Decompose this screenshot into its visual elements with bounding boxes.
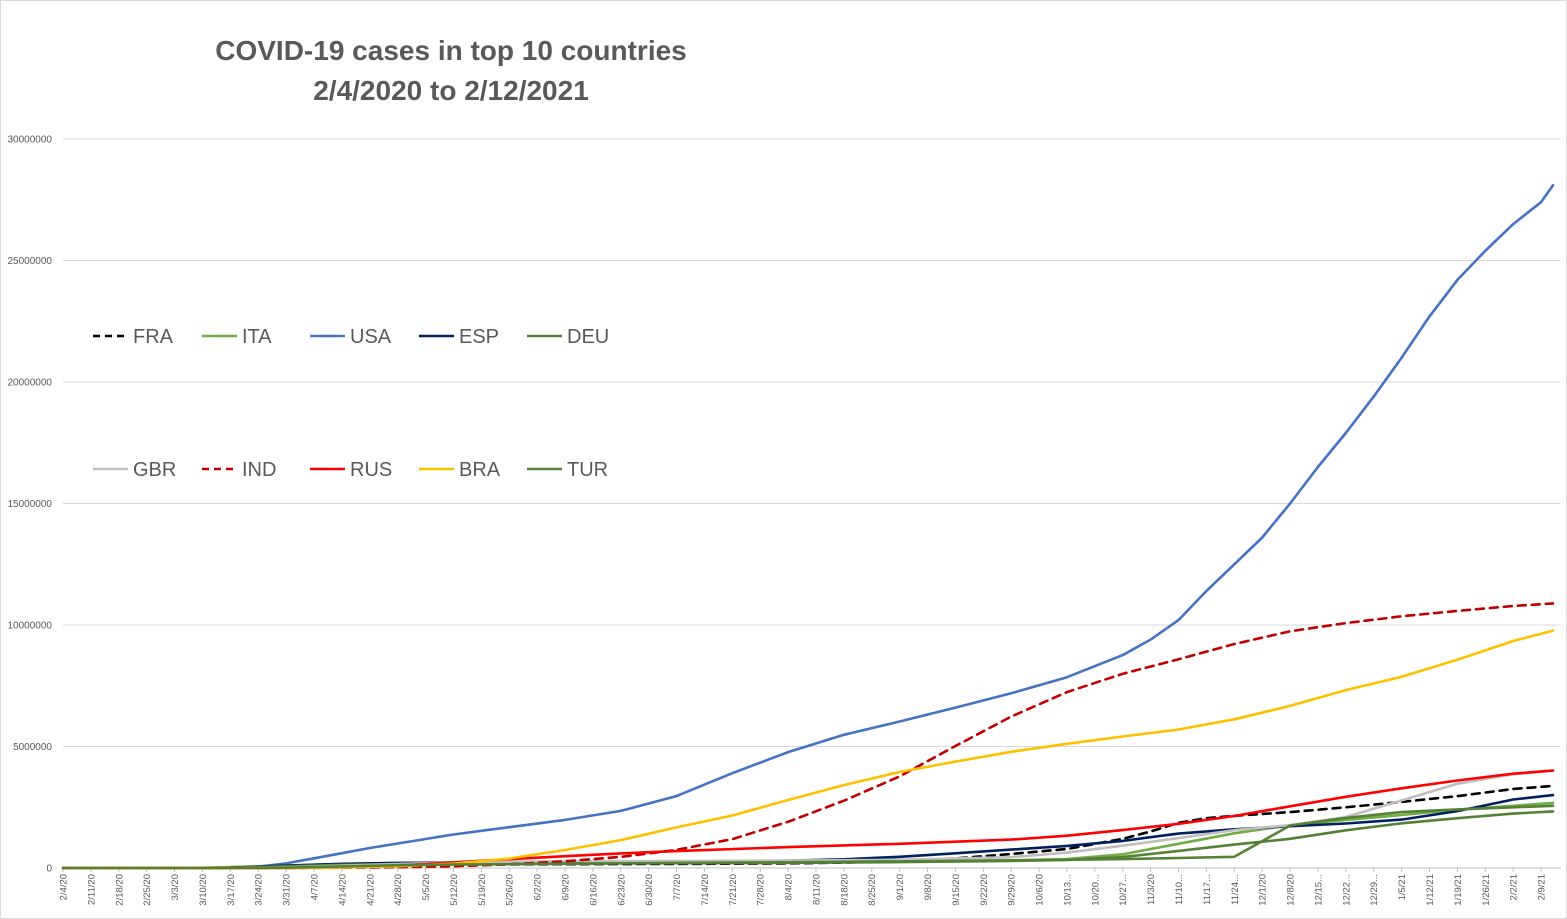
x-tick-label: 8/11/20 [811, 874, 822, 905]
x-tick-label: 9/15/20 [951, 874, 962, 906]
x-tick-label: 3/10/20 [198, 874, 209, 906]
x-tick-label: 2/25/20 [142, 874, 153, 906]
legend-label-deu: DEU [567, 326, 609, 348]
series-line-tur [61, 804, 1555, 870]
chart-title: COVID-19 cases in top 10 countries [215, 35, 687, 66]
legend-label-ind: IND [242, 459, 276, 481]
y-tick-label: 0 [46, 864, 52, 875]
x-tick-label: 6/2/20 [533, 874, 544, 900]
y-tick-label: 20000000 [8, 378, 53, 389]
x-tick-label: 9/1/20 [895, 874, 906, 900]
x-tick-label: 6/16/20 [588, 874, 599, 906]
legend: FRA ITA USA ESP DEU GBR IND RUS BRA TUR [93, 326, 609, 481]
x-tick-label: 2/4/20 [59, 874, 70, 900]
legend-label-rus: RUS [350, 459, 392, 481]
x-tick-label: 12/15... [1313, 874, 1324, 906]
x-tick-label: 4/28/20 [393, 874, 404, 906]
x-tick-label: 1/19/21 [1453, 874, 1464, 906]
x-tick-label: 7/7/20 [672, 874, 683, 900]
legend-label-tur: TUR [567, 459, 608, 481]
legend-label-bra: BRA [459, 459, 501, 481]
x-tick-label: 11/17... [1202, 874, 1213, 905]
series-lines [61, 183, 1555, 870]
x-tick-label: 5/12/20 [449, 874, 460, 906]
legend-label-fra: FRA [133, 326, 174, 348]
x-tick-label: 12/29... [1369, 874, 1380, 906]
x-tick-label: 2/18/20 [114, 874, 125, 906]
x-tick-label: 9/8/20 [923, 874, 934, 900]
x-tick-label: 9/22/20 [979, 874, 990, 906]
x-tick-label: 2/11/20 [86, 874, 97, 905]
x-tick-label: 11/10... [1174, 874, 1185, 905]
x-tick-label: 8/4/20 [784, 874, 795, 900]
y-tick-label: 5000000 [13, 742, 52, 753]
chart-subtitle: 2/4/2020 to 2/12/2021 [313, 75, 589, 106]
x-tick-label: 10/27... [1118, 874, 1129, 906]
x-tick-label: 2/9/21 [1537, 874, 1548, 900]
axes: 0 5000000 10000000 15000000 20000000 25000000… [8, 135, 1561, 906]
y-tick-label: 25000000 [8, 256, 53, 267]
series-line-usa [61, 183, 1555, 870]
x-tick-label: 6/9/20 [560, 874, 571, 900]
x-tick-label: 6/23/20 [616, 874, 627, 906]
x-tick-label: 1/12/21 [1425, 874, 1436, 906]
legend-label-ita: ITA [242, 326, 272, 348]
x-tick-label: 4/21/20 [365, 874, 376, 906]
series-line-ita [61, 801, 1555, 870]
legend-label-usa: USA [350, 326, 392, 348]
x-tick-label: 7/21/20 [728, 874, 739, 906]
gridlines [63, 138, 1561, 747]
x-tick-label: 9/29/20 [1007, 874, 1018, 906]
x-tick-label: 6/30/20 [644, 874, 655, 906]
y-tick-label: 15000000 [8, 499, 53, 510]
legend-label-esp: ESP [459, 326, 499, 348]
y-tick-label: 10000000 [8, 621, 53, 632]
x-tick-label: 10/20... [1090, 874, 1101, 906]
x-tick-label: 3/17/20 [226, 874, 237, 906]
x-tick-label: 12/22... [1341, 874, 1352, 906]
series-line-ind [61, 602, 1555, 870]
x-tick-label: 1/26/21 [1481, 874, 1492, 906]
x-tick-label: 3/3/20 [170, 874, 181, 900]
series-line-fra [61, 784, 1555, 870]
legend-label-gbr: GBR [133, 459, 176, 481]
x-tick-label: 4/14/20 [337, 874, 348, 906]
x-tick-label: 7/28/20 [756, 874, 767, 906]
x-tick-label: 7/14/20 [700, 874, 711, 906]
x-tick-label: 10/6/20 [1035, 874, 1046, 906]
x-tick-label: 5/19/20 [477, 874, 488, 906]
x-tick-label: 3/24/20 [254, 874, 265, 906]
x-tick-label: 11/3/20 [1146, 874, 1157, 905]
x-tick-label: 5/5/20 [421, 874, 432, 900]
x-tick-label: 12/8/20 [1286, 874, 1297, 906]
x-tick-label: 11/24... [1230, 874, 1241, 905]
x-tick-label: 1/5/21 [1397, 874, 1408, 900]
x-tick-label: 8/25/20 [867, 874, 878, 906]
x-tick-label: 8/18/20 [839, 874, 850, 906]
x-tick-label: 10/13... [1062, 874, 1073, 906]
x-tick-label: 4/7/20 [309, 874, 320, 900]
x-tick-label: 3/31/20 [282, 874, 293, 906]
x-tick-label: 5/26/20 [505, 874, 516, 906]
x-tick-label: 2/2/21 [1509, 874, 1520, 900]
y-tick-label: 30000000 [8, 135, 53, 146]
x-tick-label: 12/1/20 [1258, 874, 1269, 906]
